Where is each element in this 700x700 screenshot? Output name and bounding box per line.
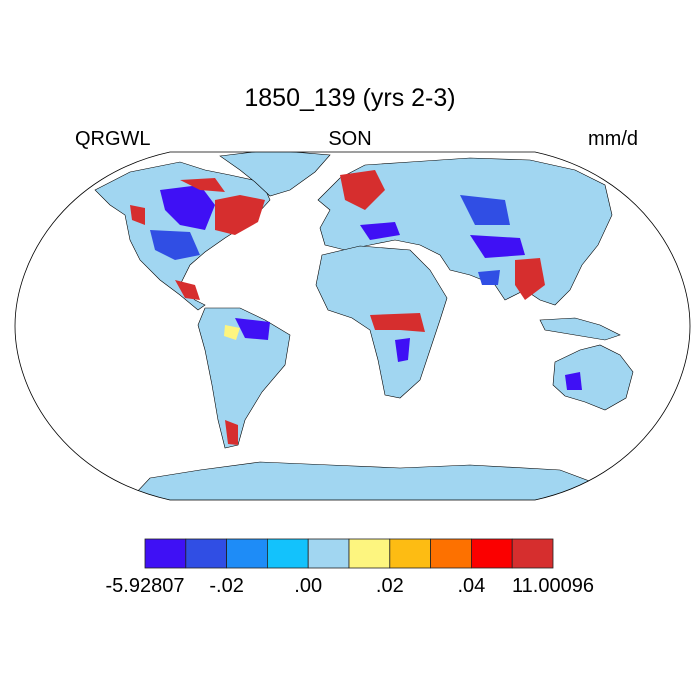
colorbar-box	[144, 538, 187, 569]
colorbar-box	[430, 538, 472, 569]
patch-canada-north-positive	[180, 178, 225, 192]
greenland	[219, 152, 331, 197]
colorbar-box	[185, 538, 228, 569]
colorbar-box	[470, 538, 513, 569]
colorbar-label: .04	[457, 575, 486, 597]
patch-east-asia-positive	[515, 258, 545, 300]
patch-europe-negative	[360, 222, 400, 240]
patch-patagonia-positive	[225, 420, 238, 445]
patch-mexico-positive	[175, 280, 200, 300]
patch-asia-negative	[460, 195, 510, 225]
patch-us-negative	[150, 230, 200, 260]
colorbar-box	[389, 538, 431, 569]
antarctica	[119, 461, 601, 500]
colorbar-box	[266, 538, 309, 569]
colorbar-box	[307, 538, 350, 569]
season-label: SON	[328, 128, 372, 150]
indonesia	[539, 317, 621, 341]
patch-australia-negative	[565, 372, 582, 390]
patch-africa-positive	[370, 313, 425, 332]
patch-central-asia-negative	[470, 235, 525, 258]
patch-canada-east-positive	[215, 195, 265, 235]
patch-hudson-negative	[160, 185, 215, 230]
colorbar-box	[511, 538, 554, 569]
colorbar-label: -.02	[209, 575, 244, 597]
patch-scandinavia-positive	[340, 170, 385, 210]
variable-label: QRGWL	[75, 128, 151, 150]
colorbar	[144, 538, 554, 569]
patch-amazon-yellow	[224, 325, 240, 340]
units-label: mm/d	[588, 128, 638, 150]
map-border	[14, 151, 691, 501]
australia	[552, 344, 634, 411]
colorbar-box	[348, 538, 391, 569]
colorbar-label: -5.92807	[105, 575, 185, 597]
colorbar-label: .02	[375, 575, 404, 597]
patch-africa-negative	[395, 338, 410, 362]
patch-alaska-positive	[130, 205, 145, 225]
colorbar-label: 11.00096	[512, 575, 594, 597]
plot-title: 1850_139 (yrs 2-3)	[244, 84, 456, 112]
patch-india-negative	[478, 270, 500, 285]
colorbar-label: .00	[294, 575, 323, 597]
patch-amazon-negative	[235, 318, 270, 340]
value-patches	[130, 170, 582, 445]
colorbar-box	[226, 538, 268, 569]
